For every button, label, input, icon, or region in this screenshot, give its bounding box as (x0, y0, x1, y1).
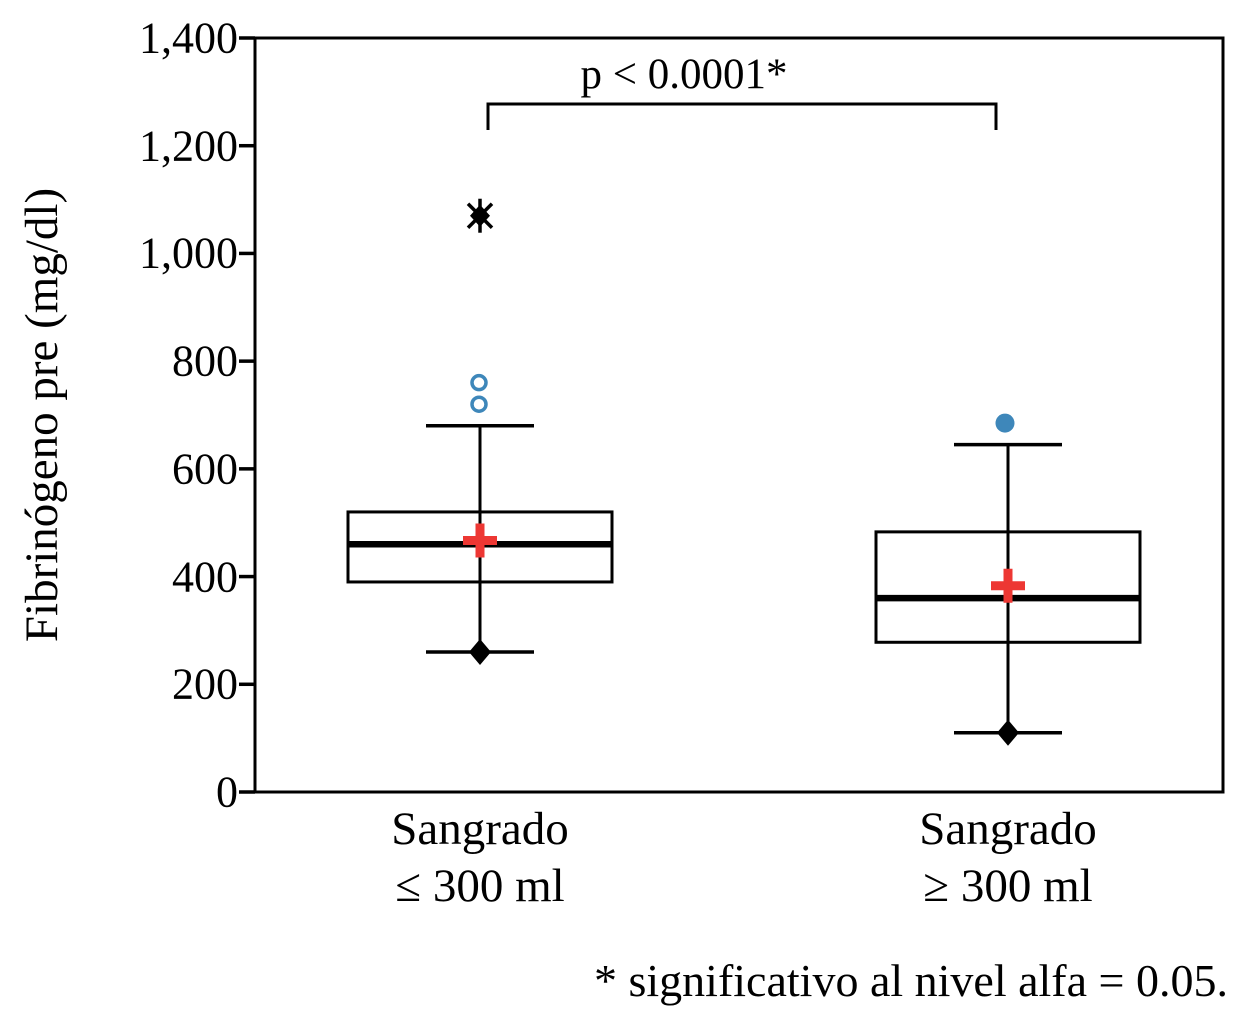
y-tick-label: 1,400 (139, 13, 238, 63)
y-tick-label: 200 (172, 659, 238, 709)
significance-footnote: * significativo al nivel alfa = 0.05. (593, 955, 1228, 1006)
x-category-label-1: Sangrado ≤ 300 ml (391, 801, 569, 916)
mild-outlier-open-circle (470, 395, 488, 413)
y-tick-label: 0 (216, 767, 238, 817)
mild-outlier-open-circle (470, 373, 488, 392)
extreme-outlier-star (470, 204, 490, 227)
x-category-label-1-line1: Sangrado (391, 803, 569, 855)
p-value-annotation: p < 0.0001* (580, 51, 788, 98)
x-category-label-2: Sangrado ≥ 300 ml (919, 801, 1097, 916)
y-tick-label: 600 (172, 444, 238, 494)
x-category-label-2-line2: ≥ 300 ml (923, 860, 1093, 913)
y-tick-label: 400 (172, 552, 238, 602)
x-category-label-2-line1: Sangrado (919, 803, 1097, 855)
y-tick-label: 1,000 (139, 228, 238, 278)
iqr-box (874, 530, 1142, 644)
min-diamond-marker (997, 719, 1019, 746)
mild-outlier-filled-circle (995, 413, 1015, 433)
significance-bracket (486, 102, 998, 130)
x-category-label-1-line2: ≤ 300 ml (395, 860, 565, 913)
min-diamond-marker (469, 638, 491, 665)
y-tick-label: 1,200 (139, 121, 238, 171)
plot-border (253, 36, 1225, 794)
y-tick-label: 800 (172, 336, 238, 386)
